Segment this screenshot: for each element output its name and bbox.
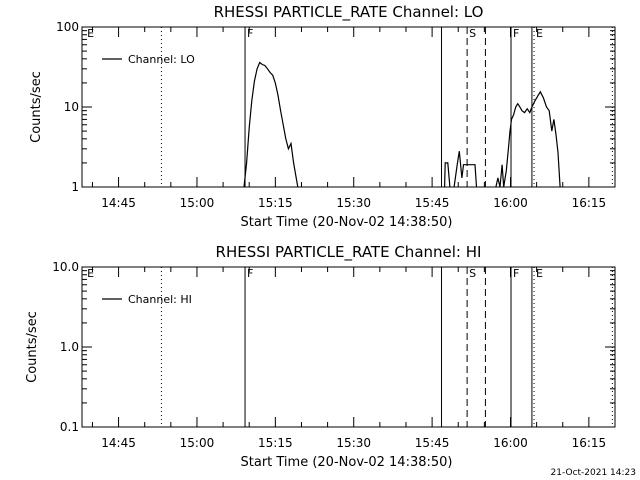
event-marker-label: F (247, 267, 253, 280)
y-tick-label: 1.0 (60, 340, 79, 354)
y-axis-label: Counts/sec (29, 71, 44, 143)
series-line-segment (243, 61, 299, 188)
x-tick-label: 15:00 (180, 196, 215, 210)
y-tick-label: 10 (64, 100, 79, 114)
x-tick-label: 15:30 (336, 436, 371, 450)
event-marker-label: S (469, 267, 476, 280)
hi-channel-panel: RHESSI PARTICLE_RATE Channel: HI 0.1 1.0 10… (25, 243, 616, 470)
x-tick-label: 14:45 (101, 436, 136, 450)
x-tick-label: 15:30 (336, 196, 371, 210)
series-line-segment (495, 90, 561, 188)
plot-frame (81, 26, 616, 188)
event-marker-label: E (536, 27, 543, 40)
x-tick-label: 15:45 (415, 196, 450, 210)
event-marker-label: E (536, 267, 543, 280)
lo-channel-panel: RHESSI PARTICLE_RATE Channel: LO 1 10 100 14… (29, 3, 616, 230)
x-axis-label: Start Time (20-Nov-02 14:38:50) (241, 215, 453, 230)
series-line-segment (453, 151, 478, 188)
x-tick-label: 16:00 (493, 436, 528, 450)
x-tick-label: 15:45 (415, 436, 450, 450)
x-tick-label: 14:45 (101, 196, 136, 210)
y-tick-label: 0.1 (60, 420, 79, 434)
event-marker-label: S (469, 27, 476, 40)
y-tick-label: 100 (56, 20, 79, 34)
event-marker-label: F (513, 267, 519, 280)
x-tick-label: 15:15 (258, 196, 293, 210)
x-tick-label: 15:00 (180, 436, 215, 450)
y-axis-label: Counts/sec (25, 311, 40, 383)
x-tick-label: 16:15 (572, 436, 607, 450)
x-tick-label: 16:00 (493, 196, 528, 210)
series-line-segment (444, 162, 451, 188)
footer-timestamp: 21-Oct-2021 14:23 (551, 468, 636, 478)
x-tick-label: 16:15 (572, 196, 607, 210)
event-marker-label: E (87, 27, 94, 40)
legend-entry: Channel: HI (128, 293, 192, 306)
x-tick-label: 15:15 (258, 436, 293, 450)
y-tick-label: 1 (71, 180, 79, 194)
chart-title: RHESSI PARTICLE_RATE Channel: HI (216, 243, 482, 262)
x-axis-label: Start Time (20-Nov-02 14:38:50) (241, 455, 453, 470)
legend-entry: Channel: LO (128, 53, 195, 66)
y-tick-label: 10.0 (52, 260, 79, 274)
event-marker-label: F (513, 27, 519, 40)
chart-title: RHESSI PARTICLE_RATE Channel: LO (214, 3, 484, 22)
plot-frame (81, 266, 616, 428)
event-marker-label: F (247, 27, 253, 40)
event-marker-label: E (87, 267, 94, 280)
